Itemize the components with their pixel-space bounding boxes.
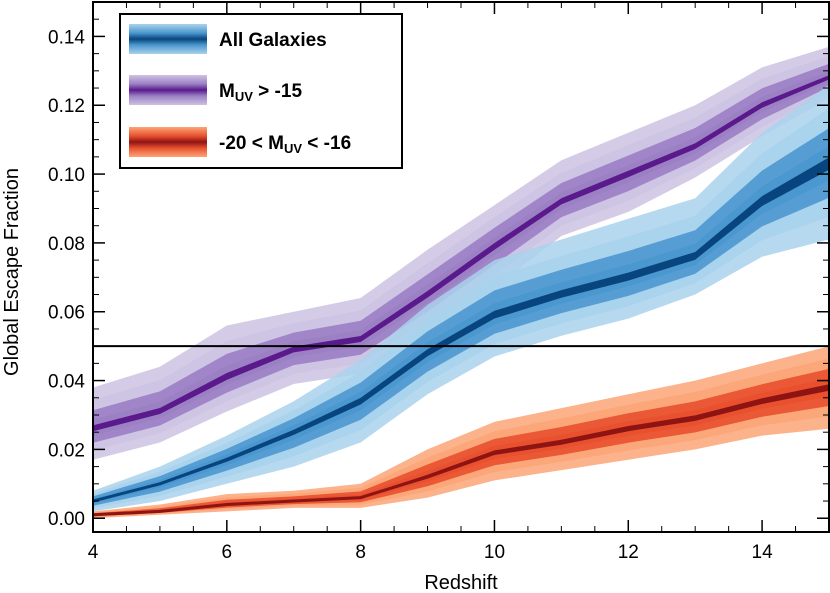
median-line [93,386,829,517]
band-level-1 [93,358,829,518]
x-tick-label: 12 [618,542,639,563]
legend-label: MUV > -15 [219,81,302,104]
y-tick-label: 0.08 [48,234,85,255]
y-tick-label: 0.02 [48,440,85,461]
legend-label: All Galaxies [219,30,327,51]
y-axis-ticks: 0.00 0.02 0.04 0.06 0.08 0.10 0.12 0.14 [48,18,829,530]
band-muv-15 [93,46,829,460]
band-level-3 [93,70,829,436]
x-axis-title: Redshift [424,572,498,593]
legend-swatch [129,75,207,105]
x-tick-label: 8 [355,542,366,563]
median-line [93,162,829,503]
band-level-2 [93,128,829,506]
confidence-bands [93,46,829,519]
x-axis-ticks: 4 6 8 10 12 14 [88,2,830,563]
y-tick-label: 0.12 [48,96,85,117]
x-tick-label: 10 [484,542,505,563]
y-tick-label: 0.14 [48,27,85,48]
y-tick-label: 0.06 [48,303,85,324]
y-axis-title: Global Escape Fraction [1,168,23,376]
legend-swatch [129,127,207,157]
x-tick-label: 4 [88,542,99,563]
band-level-4 [93,75,829,432]
band-level-1 [93,108,829,509]
legend-label: -20 < MUV < -16 [219,133,351,156]
x-tick-label: 14 [752,542,774,563]
band-all-galaxies [93,84,829,512]
legend-swatch [129,24,207,54]
y-tick-label: 0.00 [48,509,85,530]
median-line [93,76,829,431]
y-tick-label: 0.10 [48,165,85,186]
band-20-muv-16 [93,346,829,519]
legend: All Galaxies MUV > -15 -20 < MUV < -16 [119,13,403,169]
band-level-3 [93,146,829,504]
x-tick-label: 6 [222,542,233,563]
y-tick-label: 0.04 [48,372,85,393]
